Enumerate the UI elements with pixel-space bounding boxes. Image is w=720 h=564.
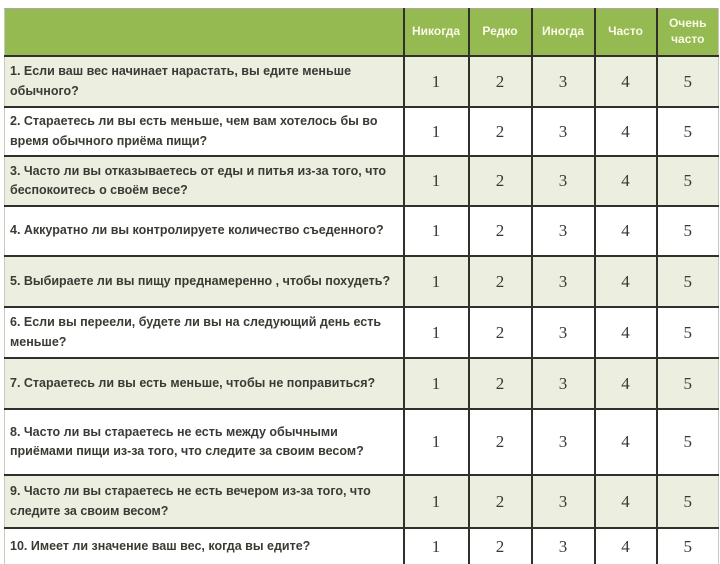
question-cell: 5. Выбираете ли вы пищу преднамеренно , … — [4, 255, 405, 308]
table-row: 6. Если вы переели, будете ли вы на след… — [4, 306, 719, 359]
question-cell: 7. Стараетесь ли вы есть меньше, чтобы н… — [4, 357, 405, 410]
question-cell: 10. Имеет ли значение ваш вес, когда вы … — [4, 527, 405, 564]
col-header-very-often: Очень часто — [655, 8, 719, 57]
rating-cell[interactable]: 1 — [402, 408, 470, 476]
rating-cell[interactable]: 3 — [530, 106, 596, 157]
rating-cell[interactable]: 5 — [655, 155, 719, 207]
question-cell: 6. Если вы переели, будете ли вы на след… — [4, 306, 405, 359]
questionnaire-table: Никогда Редко Иногда Часто Очень часто 1… — [4, 8, 719, 564]
table-row: 2. Стараетесь ли вы есть меньше, чем вам… — [4, 106, 719, 157]
question-cell: 4. Аккуратно ли вы контролируете количес… — [4, 205, 405, 257]
table-row: 8. Часто ли вы стараетесь не есть между … — [4, 408, 719, 476]
rating-cell[interactable]: 4 — [593, 55, 658, 108]
rating-cell[interactable]: 1 — [402, 106, 470, 157]
rating-cell[interactable]: 1 — [402, 255, 470, 308]
col-header-sometimes: Иногда — [530, 8, 596, 57]
rating-cell[interactable]: 5 — [655, 306, 719, 359]
question-cell: 3. Часто ли вы отказываетесь от еды и пи… — [4, 155, 405, 207]
question-cell: 2. Стараетесь ли вы есть меньше, чем вам… — [4, 106, 405, 157]
rating-cell[interactable]: 3 — [530, 527, 596, 564]
rating-cell[interactable]: 4 — [593, 408, 658, 476]
rating-cell[interactable]: 1 — [402, 474, 470, 529]
rating-cell[interactable]: 5 — [655, 205, 719, 257]
rating-cell[interactable]: 2 — [467, 408, 533, 476]
rating-cell[interactable]: 2 — [467, 55, 533, 108]
col-header-question — [4, 8, 405, 57]
rating-cell[interactable]: 2 — [467, 474, 533, 529]
col-header-never: Никогда — [402, 8, 470, 57]
rating-cell[interactable]: 1 — [402, 55, 470, 108]
rating-cell[interactable]: 4 — [593, 106, 658, 157]
rating-cell[interactable]: 5 — [655, 106, 719, 157]
rating-cell[interactable]: 3 — [530, 255, 596, 308]
question-cell: 1. Если ваш вес начинает нарастать, вы е… — [4, 55, 405, 108]
table-header-row: Никогда Редко Иногда Часто Очень часто — [4, 8, 719, 57]
rating-cell[interactable]: 2 — [467, 155, 533, 207]
table-row: 1. Если ваш вес начинает нарастать, вы е… — [4, 55, 719, 108]
rating-cell[interactable]: 4 — [593, 527, 658, 564]
rating-cell[interactable]: 1 — [402, 527, 470, 564]
rating-cell[interactable]: 4 — [593, 306, 658, 359]
rating-cell[interactable]: 5 — [655, 357, 719, 410]
table-row: 7. Стараетесь ли вы есть меньше, чтобы н… — [4, 357, 719, 410]
rating-cell[interactable]: 5 — [655, 255, 719, 308]
rating-cell[interactable]: 4 — [593, 255, 658, 308]
table-row: 9. Часто ли вы стараетесь не есть вечеро… — [4, 474, 719, 529]
rating-cell[interactable]: 5 — [655, 474, 719, 529]
rating-cell[interactable]: 2 — [467, 106, 533, 157]
table-row: 5. Выбираете ли вы пищу преднамеренно , … — [4, 255, 719, 308]
table-row: 3. Часто ли вы отказываетесь от еды и пи… — [4, 155, 719, 207]
rating-cell[interactable]: 3 — [530, 55, 596, 108]
rating-cell[interactable]: 1 — [402, 155, 470, 207]
col-header-often: Часто — [593, 8, 658, 57]
questionnaire-table-wrap: Никогда Редко Иногда Часто Очень часто 1… — [4, 8, 719, 564]
table-row: 10. Имеет ли значение ваш вес, когда вы … — [4, 527, 719, 564]
rating-cell[interactable]: 5 — [655, 55, 719, 108]
rating-cell[interactable]: 5 — [655, 408, 719, 476]
rating-cell[interactable]: 1 — [402, 306, 470, 359]
rating-cell[interactable]: 3 — [530, 306, 596, 359]
rating-cell[interactable]: 1 — [402, 357, 470, 410]
question-cell: 8. Часто ли вы стараетесь не есть между … — [4, 408, 405, 476]
rating-cell[interactable]: 3 — [530, 205, 596, 257]
rating-cell[interactable]: 3 — [530, 357, 596, 410]
question-cell: 9. Часто ли вы стараетесь не есть вечеро… — [4, 474, 405, 529]
rating-cell[interactable]: 2 — [467, 306, 533, 359]
rating-cell[interactable]: 1 — [402, 205, 470, 257]
rating-cell[interactable]: 2 — [467, 205, 533, 257]
rating-cell[interactable]: 3 — [530, 155, 596, 207]
rating-cell[interactable]: 4 — [593, 155, 658, 207]
rating-cell[interactable]: 2 — [467, 255, 533, 308]
table-row: 4. Аккуратно ли вы контролируете количес… — [4, 205, 719, 257]
rating-cell[interactable]: 2 — [467, 527, 533, 564]
col-header-rarely: Редко — [467, 8, 533, 57]
rating-cell[interactable]: 3 — [530, 474, 596, 529]
rating-cell[interactable]: 4 — [593, 205, 658, 257]
rating-cell[interactable]: 5 — [655, 527, 719, 564]
rating-cell[interactable]: 4 — [593, 474, 658, 529]
rating-cell[interactable]: 4 — [593, 357, 658, 410]
rating-cell[interactable]: 3 — [530, 408, 596, 476]
rating-cell[interactable]: 2 — [467, 357, 533, 410]
